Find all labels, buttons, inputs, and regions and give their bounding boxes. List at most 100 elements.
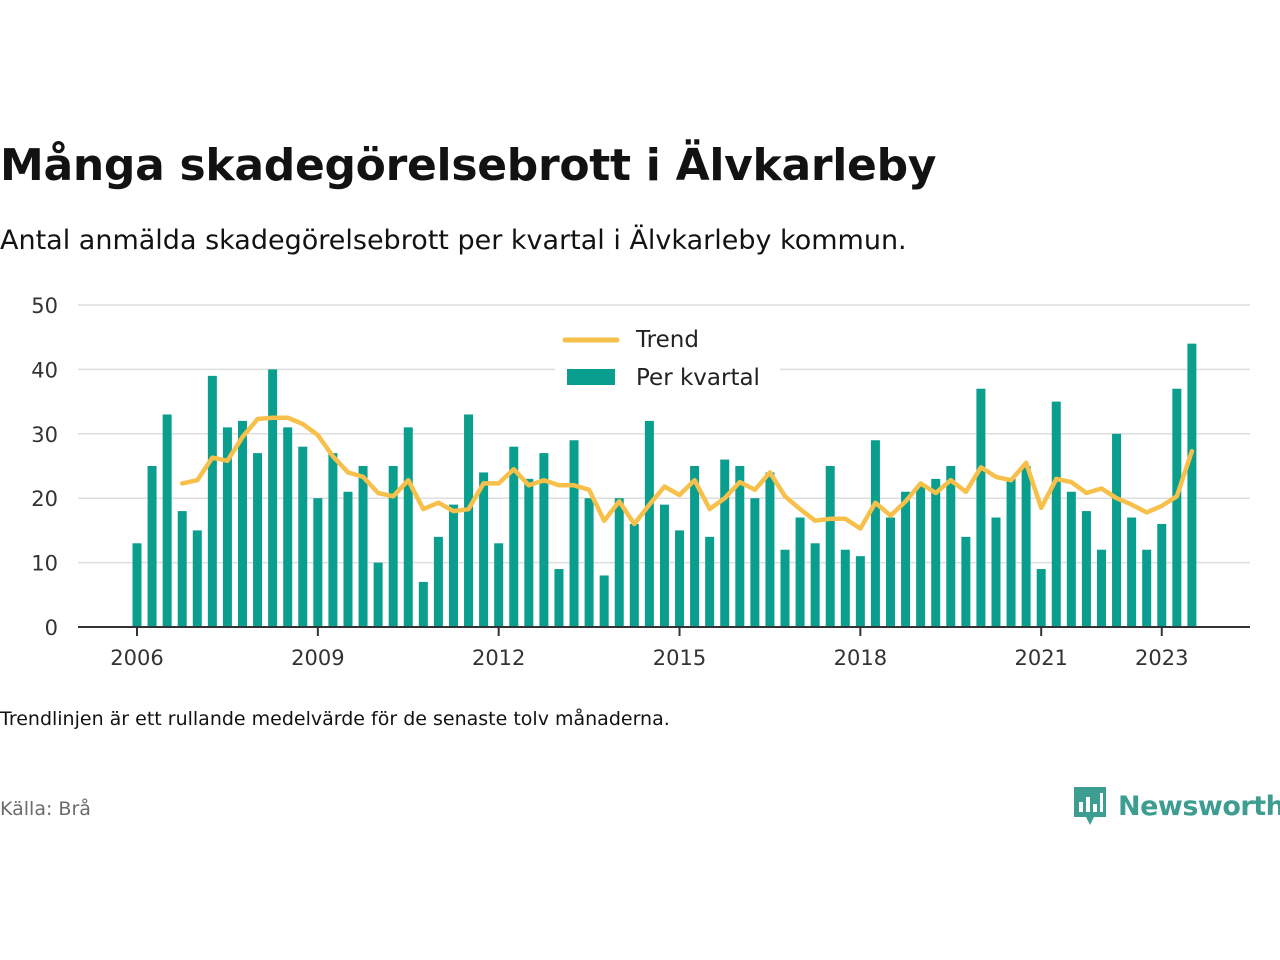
bar-chart: 0 10 20 30 40 50 2006 2009 2012 2015 2018 2021 2023… xyxy=(31,294,1250,670)
bar xyxy=(554,569,564,627)
bar xyxy=(690,466,700,627)
bar xyxy=(976,388,986,627)
bar xyxy=(780,549,790,627)
bar xyxy=(1157,523,1167,627)
brand-name: Newsworthy xyxy=(1118,790,1280,822)
bar xyxy=(765,472,775,627)
x-tick-label: 2015 xyxy=(653,646,706,670)
y-axis-ticks: 0 10 20 30 40 50 xyxy=(31,294,58,640)
source-label: Källa: Brå xyxy=(0,798,91,820)
y-tick-label: 0 xyxy=(45,616,58,640)
bar xyxy=(705,536,715,627)
bar xyxy=(629,523,639,627)
bar xyxy=(373,562,383,627)
bar xyxy=(720,459,730,627)
y-tick-label: 40 xyxy=(31,358,58,382)
bar xyxy=(1172,388,1182,627)
chart-subtitle: Antal anmälda skadegörelsebrott per kvar… xyxy=(0,225,907,256)
x-tick-label: 2021 xyxy=(1014,646,1067,670)
bar xyxy=(132,543,142,627)
bar xyxy=(358,466,368,627)
y-tick-label: 30 xyxy=(31,423,58,447)
bar xyxy=(464,414,474,627)
newsworthy-logo-icon xyxy=(1074,787,1106,825)
bar xyxy=(162,414,172,627)
bar xyxy=(524,478,534,627)
legend: Trend Per kvartal xyxy=(555,320,780,398)
bar xyxy=(298,446,308,627)
footnote: Trendlinjen är ett rullande medelvärde f… xyxy=(0,708,670,730)
bar xyxy=(735,466,745,627)
bar xyxy=(1066,491,1076,627)
bar xyxy=(313,498,323,627)
bar xyxy=(1051,401,1061,627)
legend-swatch-bars xyxy=(567,369,615,385)
bar xyxy=(177,511,187,627)
x-tick-label: 2009 xyxy=(291,646,344,670)
bar xyxy=(599,575,609,627)
trend-line xyxy=(179,415,1195,531)
bar xyxy=(494,543,504,627)
bar xyxy=(433,536,443,627)
bar xyxy=(1006,478,1016,627)
bar xyxy=(207,375,217,627)
bar xyxy=(1096,549,1106,627)
bar xyxy=(810,543,820,627)
bar xyxy=(147,466,157,627)
bar xyxy=(569,440,579,627)
bar xyxy=(991,517,1001,627)
bar xyxy=(644,420,654,627)
bar xyxy=(931,478,941,627)
bar xyxy=(961,536,971,627)
x-tick-label: 2006 xyxy=(110,646,163,670)
bar xyxy=(388,466,398,627)
bar xyxy=(855,556,865,627)
bar xyxy=(1036,569,1046,627)
bar xyxy=(886,517,895,627)
bar xyxy=(343,491,353,627)
bar xyxy=(539,453,549,627)
bar xyxy=(840,549,850,627)
bar xyxy=(870,440,880,627)
bar xyxy=(750,498,760,627)
y-tick-label: 10 xyxy=(31,552,58,576)
bars xyxy=(132,343,1197,627)
bar xyxy=(825,466,835,627)
y-tick-label: 50 xyxy=(31,294,58,318)
bar xyxy=(328,453,338,627)
bar xyxy=(222,427,232,627)
bar xyxy=(1081,511,1091,627)
x-axis: 2006 2009 2012 2015 2018 2021 2023 xyxy=(78,626,1250,670)
trend-line-layer xyxy=(179,415,1195,531)
bar xyxy=(675,530,685,627)
legend-label-bars: Per kvartal xyxy=(636,365,760,391)
bar xyxy=(253,453,263,627)
bar xyxy=(584,498,594,627)
bar xyxy=(479,472,489,627)
bar xyxy=(237,420,247,627)
legend-label-trend: Trend xyxy=(635,327,699,353)
x-tick-label: 2012 xyxy=(472,646,525,670)
bar xyxy=(418,581,428,627)
bar xyxy=(1142,549,1152,627)
bar xyxy=(283,427,293,627)
bar xyxy=(192,530,202,627)
bar xyxy=(659,504,669,627)
chart-title: Många skadegörelsebrott i Älvkarleby xyxy=(0,140,937,191)
bar xyxy=(614,498,624,627)
bar xyxy=(1021,466,1031,627)
x-tick-label: 2023 xyxy=(1135,646,1188,670)
bar xyxy=(448,504,458,627)
x-tick-label: 2018 xyxy=(834,646,887,670)
bar xyxy=(403,427,413,627)
y-tick-label: 20 xyxy=(31,487,58,511)
bar xyxy=(1112,433,1122,627)
bar xyxy=(916,485,926,627)
bar xyxy=(795,517,805,627)
bar xyxy=(268,369,278,627)
bar xyxy=(1127,517,1137,627)
bar xyxy=(1187,343,1197,627)
newsworthy-logo: Newsworthy xyxy=(1072,784,1280,828)
bar xyxy=(946,466,956,627)
bar xyxy=(509,446,519,627)
